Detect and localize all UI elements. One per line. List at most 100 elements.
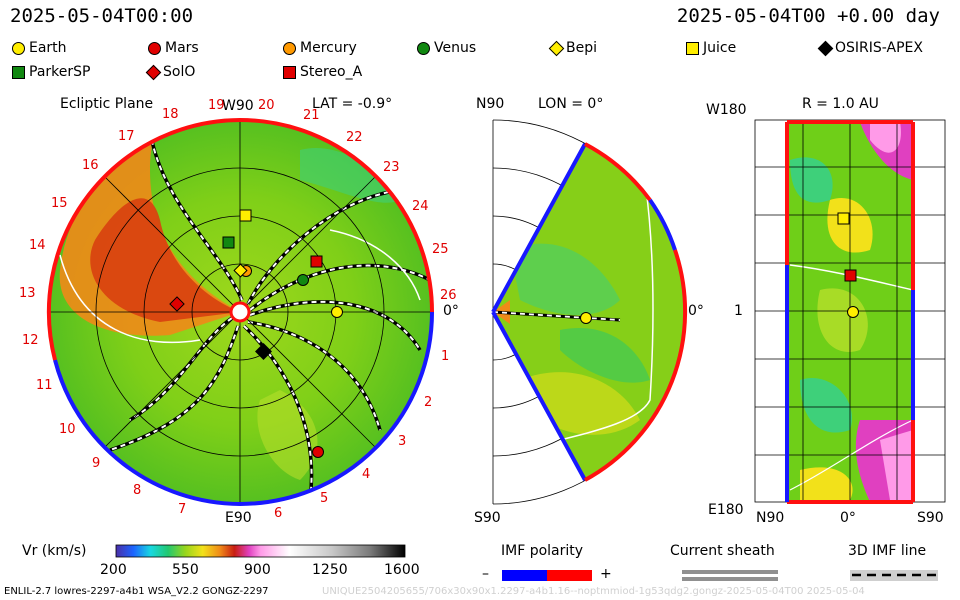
rotation-label: 1 — [441, 349, 450, 364]
parkersp-marker — [222, 236, 235, 249]
colorbar-title: Vr (km/s) — [22, 543, 87, 559]
rotation-label: 3 — [398, 434, 407, 449]
stereo-a-marker — [844, 269, 857, 282]
legend-mars: Mars — [148, 40, 199, 56]
rotation-label: 4 — [362, 467, 371, 482]
rotation-label: 23 — [383, 160, 400, 175]
rotation-label: 19 — [208, 98, 225, 113]
rotation-label: 9 — [92, 456, 101, 471]
rotation-label: 24 — [412, 199, 429, 214]
legend-stereo-a: Stereo_A — [283, 64, 362, 80]
legend-solo: SolO — [145, 64, 196, 80]
imf-plus-label: + — [600, 566, 612, 582]
legend-label: Mercury — [300, 40, 357, 56]
ecliptic-title: Ecliptic Plane — [60, 96, 154, 112]
legend-label: ParkerSP — [29, 64, 91, 80]
current-sheath-title: Current sheath — [670, 543, 775, 559]
earth-marker-icon — [12, 41, 25, 55]
venus-marker-icon — [417, 41, 430, 55]
legend-venus: Venus — [417, 40, 476, 56]
osiris-apex-marker — [255, 343, 272, 360]
legend-mercury: Mercury — [283, 40, 357, 56]
colorbar-tick: 200 — [100, 562, 127, 578]
meridional-right-label: 0° — [688, 303, 704, 319]
colorbar-tick: 1600 — [384, 562, 420, 578]
rotation-label: 22 — [346, 130, 363, 145]
mars-marker-icon — [148, 41, 161, 55]
sun-icon — [229, 301, 251, 323]
current-sheath-line — [59, 254, 201, 344]
footer-left: ENLIL-2.7 lowres-2297-a4b1 WSA_V2.2 GONG… — [4, 586, 269, 597]
header-right-time: 2025-05-04T00 +0.00 day — [676, 5, 940, 27]
rotation-label: 15 — [51, 196, 68, 211]
imf-minus-label: – — [482, 566, 489, 582]
polarity-ring-negative — [239, 311, 434, 506]
mercury-marker-icon — [283, 41, 296, 55]
radial-x-label: N90 — [756, 510, 785, 526]
rotation-label: 5 — [320, 491, 329, 506]
rotation-label: 10 — [59, 422, 76, 437]
radial-mid-label: 1 — [734, 303, 743, 319]
earth-marker — [580, 312, 592, 324]
radial-bottom-left-label: E180 — [708, 502, 744, 518]
venus-marker — [297, 274, 309, 286]
colorbar — [115, 544, 406, 558]
legend-bepi: Bepi — [548, 40, 597, 56]
imf-polarity-title: IMF polarity — [501, 543, 584, 559]
mars-marker — [312, 446, 324, 458]
earth-marker — [847, 306, 859, 318]
rotation-label: 16 — [82, 158, 99, 173]
rotation-label: 20 — [258, 98, 275, 113]
rotation-label: 18 — [162, 107, 179, 122]
radial-x-label: S90 — [917, 510, 944, 526]
meridional-lon: LON = 0° — [538, 96, 604, 112]
ecliptic-bottom-label: E90 — [225, 510, 252, 526]
stereo-a-marker-icon — [283, 65, 296, 79]
legend-juice: Juice — [686, 40, 736, 56]
stereo-a-marker — [310, 255, 323, 268]
radial-plot — [754, 119, 946, 504]
footer-right: UNIQUE2504205655/706x30x90x1.2297-a4b1.1… — [322, 586, 865, 597]
ecliptic-plot — [46, 118, 434, 506]
rotation-label: 14 — [29, 238, 46, 253]
parkersp-marker-icon — [12, 65, 25, 79]
header-left-time: 2025-05-04T00:00 — [10, 5, 194, 27]
legend-earth: Earth — [12, 40, 67, 56]
meridional-plot — [491, 119, 688, 505]
rotation-label: 11 — [36, 378, 53, 393]
ecliptic-right-label: 0° — [443, 303, 459, 319]
solo-marker — [169, 296, 185, 312]
meridional-bottom-label: S90 — [474, 510, 501, 526]
legend-label: SolO — [163, 64, 196, 80]
ecliptic-top-label: W90 — [222, 98, 254, 114]
legend-label: Bepi — [566, 40, 597, 56]
colorbar-tick: 550 — [172, 562, 199, 578]
polarity-ring-positive — [239, 118, 434, 313]
imf-positive-swatch — [547, 570, 592, 581]
rotation-label: 2 — [424, 395, 433, 410]
legend-label: Mars — [165, 40, 199, 56]
colorbar-tick: 1250 — [312, 562, 348, 578]
rotation-label: 6 — [274, 506, 283, 521]
juice-marker — [239, 209, 252, 222]
legend-parkersp: ParkerSP — [12, 64, 90, 80]
radial-r-label: R = 1.0 AU — [802, 96, 879, 112]
radial-top-left-label: W180 — [706, 102, 747, 118]
rotation-label: 26 — [440, 288, 457, 303]
legend-osiris-apex: OSIRIS-APEX — [817, 40, 923, 56]
legend-label: Earth — [29, 40, 67, 56]
imf-negative-swatch — [502, 570, 547, 581]
juice-marker — [837, 212, 850, 225]
slow-region — [300, 148, 400, 203]
legend-label: Juice — [703, 40, 737, 56]
legend-label: Stereo_A — [300, 64, 363, 80]
meridional-top-label: N90 — [476, 96, 505, 112]
bepi-marker — [233, 263, 248, 278]
juice-marker-icon — [686, 41, 699, 55]
rotation-label: 12 — [22, 333, 39, 348]
rotation-label: 17 — [118, 129, 135, 144]
rotation-label: 21 — [303, 108, 320, 123]
imf-line-title: 3D IMF line — [848, 543, 927, 559]
radial-x-label: 0° — [840, 510, 856, 526]
